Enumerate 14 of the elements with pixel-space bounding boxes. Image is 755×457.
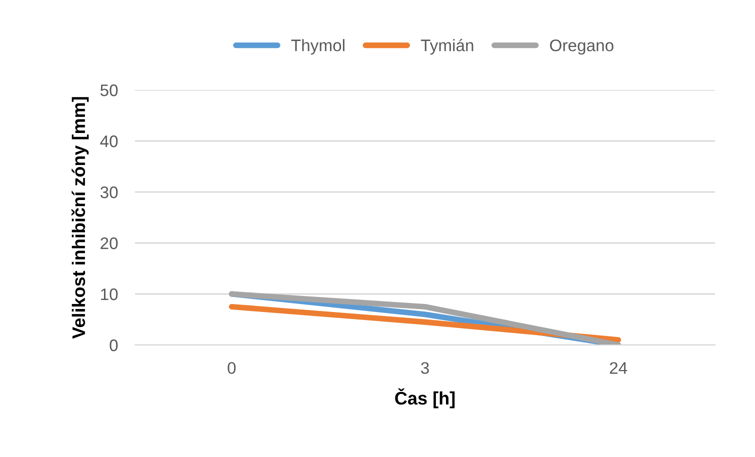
y-axis-title: Velikost inhibiční zóny [mm] — [71, 97, 89, 339]
y-tick-label: 40 — [100, 135, 118, 148]
x-tick-label: 0 — [228, 362, 236, 374]
y-tick-label: 50 — [100, 84, 118, 96]
y-tick-label: 30 — [100, 186, 118, 198]
legend-label: Tymián — [420, 38, 474, 55]
x-tick-label: 24 — [610, 362, 628, 374]
y-tick-label: 10 — [101, 288, 118, 300]
legend-label: Thymol — [291, 39, 344, 55]
x-tick-label: 3 — [421, 362, 429, 374]
y-tick-label: 20 — [100, 237, 118, 250]
x-axis-title: Čas [h] — [395, 388, 455, 408]
legend-label: Oregano — [550, 40, 614, 55]
y-tick-label: 0 — [110, 339, 118, 352]
